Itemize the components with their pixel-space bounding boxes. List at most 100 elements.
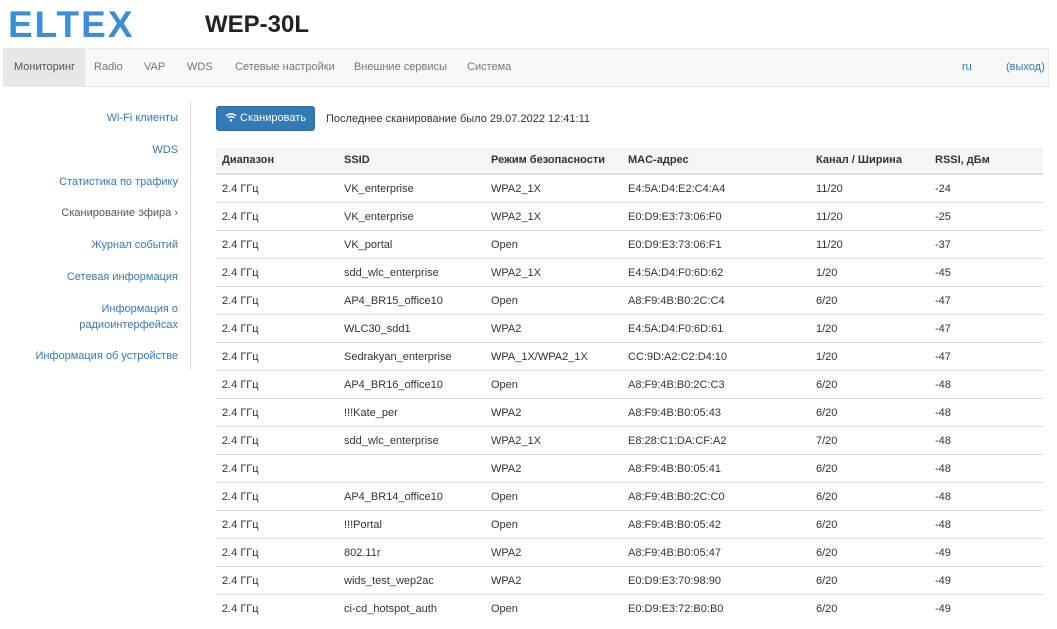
table-cell: WPA2_1X <box>485 258 622 287</box>
table-cell: 2.4 ГГц <box>216 538 338 567</box>
table-cell: -45 <box>929 258 1043 287</box>
sidebar-item[interactable]: Информация о радиоинтерфейсах <box>79 303 178 331</box>
nav-item[interactable]: WDS <box>187 61 213 73</box>
table-row: 2.4 ГГц ci-cd_hotspot_auth Open E0:D9:E3:72… <box>216 594 1043 622</box>
table-cell: 6/20 <box>810 398 929 427</box>
table-cell: 6/20 <box>810 370 929 399</box>
wifi-icon <box>225 113 237 122</box>
table-cell: Open <box>485 594 622 622</box>
table-cell: -47 <box>929 342 1043 371</box>
sidebar: Wi-Fi клиенты WDS Статистика по трафику Ска… <box>0 100 191 370</box>
nav-item[interactable]: Сетевые настройки <box>235 61 335 73</box>
table-cell: Open <box>485 286 622 315</box>
nav-item[interactable]: Внешние сервисы <box>354 61 447 73</box>
table-row: 2.4 ГГц WLC30_sdd1 WPA2 E4:5A:D4:F0:6D:61 1/… <box>216 314 1043 343</box>
sidebar-item[interactable]: Статистика по трафику <box>59 176 178 188</box>
table-cell: E0:D9:E3:72:B0:B0 <box>622 594 810 622</box>
table-cell: -48 <box>929 510 1043 539</box>
table-cell: 2.4 ГГц <box>216 454 338 483</box>
table-cell: 802.11r <box>338 538 485 567</box>
language-menu[interactable]: ru <box>962 61 972 73</box>
header-row: Диапазон SSID Режим безопасности MAC-адрес К… <box>216 147 1043 175</box>
table-cell: 1/20 <box>810 342 929 371</box>
table-cell: 2.4 ГГц <box>216 202 338 231</box>
table-cell: WPA2 <box>485 314 622 343</box>
table-cell: E0:D9:E3:73:06:F0 <box>622 202 810 231</box>
table-cell: VK_enterprise <box>338 202 485 231</box>
table-cell: 2.4 ГГц <box>216 370 338 399</box>
table-cell: 1/20 <box>810 258 929 287</box>
table-cell: AP4_BR15_office10 <box>338 286 485 315</box>
scan-table: Диапазон SSID Режим безопасности MAC-адрес К… <box>216 147 1043 622</box>
table-cell: Open <box>485 230 622 259</box>
table-cell: 6/20 <box>810 454 929 483</box>
table-cell: WLC30_sdd1 <box>338 314 485 343</box>
table-cell: WPA2 <box>485 538 622 567</box>
table-cell: -49 <box>929 594 1043 622</box>
table-cell: -49 <box>929 538 1043 567</box>
table-cell: VK_enterprise <box>338 173 485 203</box>
table-cell: -49 <box>929 566 1043 595</box>
table-cell: A8:F9:4B:B0:05:43 <box>622 398 810 427</box>
table-cell: 2.4 ГГц <box>216 342 338 371</box>
table-cell: 11/20 <box>810 173 929 203</box>
table-cell: WPA_1X/WPA2_1X <box>485 342 622 371</box>
table-cell: -48 <box>929 426 1043 455</box>
table-cell: 6/20 <box>810 510 929 539</box>
sidebar-item[interactable]: Сетевая информация <box>66 271 178 283</box>
table-cell: WPA2_1X <box>485 426 622 455</box>
table-cell: 7/20 <box>810 426 929 455</box>
table-row: 2.4 ГГц VK_portal Open E0:D9:E3:73:06:F1 11/… <box>216 230 1043 259</box>
table-row: 2.4 ГГц wids_test_wep2ac WPA2 E0:D9:E3:70:9… <box>216 566 1043 595</box>
nav-bar: ru (выход) Мониторинг Radio VAP WDS Сетевые … <box>3 48 1049 87</box>
logo: ELTEX <box>8 4 135 45</box>
table-cell: !!!Kate_per <box>338 398 485 427</box>
table-cell: A8:F9:4B:B0:05:42 <box>622 510 810 539</box>
table-cell: 2.4 ГГц <box>216 566 338 595</box>
last-scan: Последнее сканирование было 29.07.2022 1… <box>326 113 590 125</box>
table-cell: 2.4 ГГц <box>216 398 338 427</box>
table-cell: 6/20 <box>810 538 929 567</box>
table-cell: VK_portal <box>338 230 485 259</box>
table-cell: 1/20 <box>810 314 929 343</box>
table-cell: -48 <box>929 454 1043 483</box>
table-row: 2.4 ГГц sdd_wlc_enterprise WPA2_1X E4:5A:D4… <box>216 258 1043 287</box>
sidebar-item[interactable]: Информация об устройстве <box>35 350 178 362</box>
table-row: 2.4 ГГц WPA2 A8:F9:4B:B0:05:41 6/20 -48 <box>216 454 1043 483</box>
table-cell: E0:D9:E3:70:98:90 <box>622 566 810 595</box>
table-row: 2.4 ГГц !!!Kate_per WPA2 A8:F9:4B:B0:05:43 6… <box>216 398 1043 427</box>
table-cell: 2.4 ГГц <box>216 594 338 622</box>
table-body: 2.4 ГГц VK_enterprise WPA2_1X E4:5A:D4:E2:C… <box>216 173 1043 622</box>
nav-item[interactable]: Мониторинг <box>4 49 86 86</box>
sidebar-item[interactable]: WDS <box>152 144 178 156</box>
table-cell: Open <box>485 510 622 539</box>
table-cell: -37 <box>929 230 1043 259</box>
table-cell: E8:28:C1:DA:CF:A2 <box>622 426 810 455</box>
table-cell: A8:F9:4B:B0:2C:C3 <box>622 370 810 399</box>
nav-item[interactable]: Radio <box>94 61 123 73</box>
table-cell: sdd_wlc_enterprise <box>338 258 485 287</box>
column-header: MAC-адрес <box>622 147 810 175</box>
sidebar-item[interactable]: Сканирование эфира <box>8 205 178 221</box>
table-cell: -48 <box>929 482 1043 511</box>
table-row: 2.4 ГГц !!!Portal Open A8:F9:4B:B0:05:42 6/2… <box>216 510 1043 539</box>
table-head: Диапазон SSID Режим безопасности MAC-адрес К… <box>216 147 1043 175</box>
nav-item[interactable]: VAP <box>144 61 166 73</box>
table-row: 2.4 ГГц AP4_BR16_office10 Open A8:F9:4B:B0:… <box>216 370 1043 399</box>
table-cell: 2.4 ГГц <box>216 510 338 539</box>
table-cell: 2.4 ГГц <box>216 258 338 287</box>
table-cell: E4:5A:D4:F0:6D:62 <box>622 258 810 287</box>
sidebar-item[interactable]: Wi-Fi клиенты <box>106 112 178 124</box>
sidebar-item[interactable]: Журнал событий <box>91 239 178 251</box>
nav-item[interactable]: Система <box>467 61 512 73</box>
table-cell: 6/20 <box>810 566 929 595</box>
table-cell: Sedrakyan_enterprise <box>338 342 485 371</box>
table-cell: A8:F9:4B:B0:2C:C0 <box>622 482 810 511</box>
device-title: WEP-30L <box>205 11 310 38</box>
table-cell: CC:9D:A2:C2:D4:10 <box>622 342 810 371</box>
table-cell: WPA2 <box>485 566 622 595</box>
scan-button[interactable]: Сканировать <box>216 106 315 131</box>
table-cell: AP4_BR14_office10 <box>338 482 485 511</box>
logout-link[interactable]: (выход) <box>1006 61 1045 73</box>
